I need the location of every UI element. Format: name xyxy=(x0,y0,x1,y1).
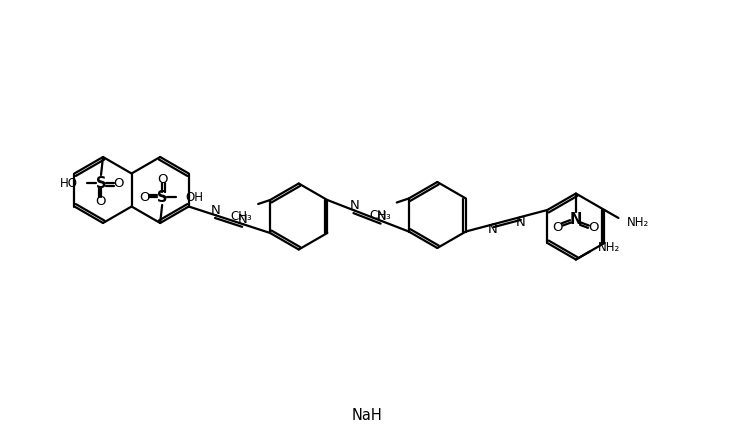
Text: N: N xyxy=(488,223,498,236)
Text: O: O xyxy=(589,221,599,234)
Text: HO: HO xyxy=(60,177,78,190)
Text: NH₂: NH₂ xyxy=(627,215,649,228)
Text: O: O xyxy=(139,190,150,203)
Text: O: O xyxy=(95,194,106,207)
Text: CH₃: CH₃ xyxy=(369,208,390,221)
Text: O: O xyxy=(114,177,124,190)
Text: N: N xyxy=(211,204,221,217)
Text: CH₃: CH₃ xyxy=(230,210,252,223)
Text: NH₂: NH₂ xyxy=(598,241,620,254)
Text: N: N xyxy=(238,213,248,226)
Text: S: S xyxy=(95,176,106,190)
Text: N: N xyxy=(515,215,525,228)
Text: O: O xyxy=(157,172,167,185)
Text: S: S xyxy=(157,190,167,204)
Text: OH: OH xyxy=(185,190,203,203)
Text: O: O xyxy=(553,221,563,234)
Text: NaH: NaH xyxy=(352,408,382,422)
Text: N: N xyxy=(570,212,582,227)
Text: N: N xyxy=(377,210,387,223)
Text: N: N xyxy=(349,199,360,212)
